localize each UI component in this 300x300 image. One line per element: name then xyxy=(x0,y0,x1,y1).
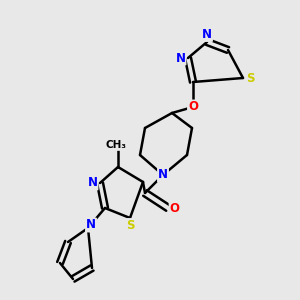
Text: S: S xyxy=(126,219,134,232)
Text: O: O xyxy=(169,202,180,214)
Text: N: N xyxy=(176,52,185,64)
Text: N: N xyxy=(158,169,168,182)
Text: N: N xyxy=(86,218,96,232)
Text: N: N xyxy=(202,28,212,41)
Text: O: O xyxy=(188,100,198,113)
Text: CH₃: CH₃ xyxy=(106,140,127,150)
Text: S: S xyxy=(246,71,255,85)
Text: N: N xyxy=(88,176,98,190)
